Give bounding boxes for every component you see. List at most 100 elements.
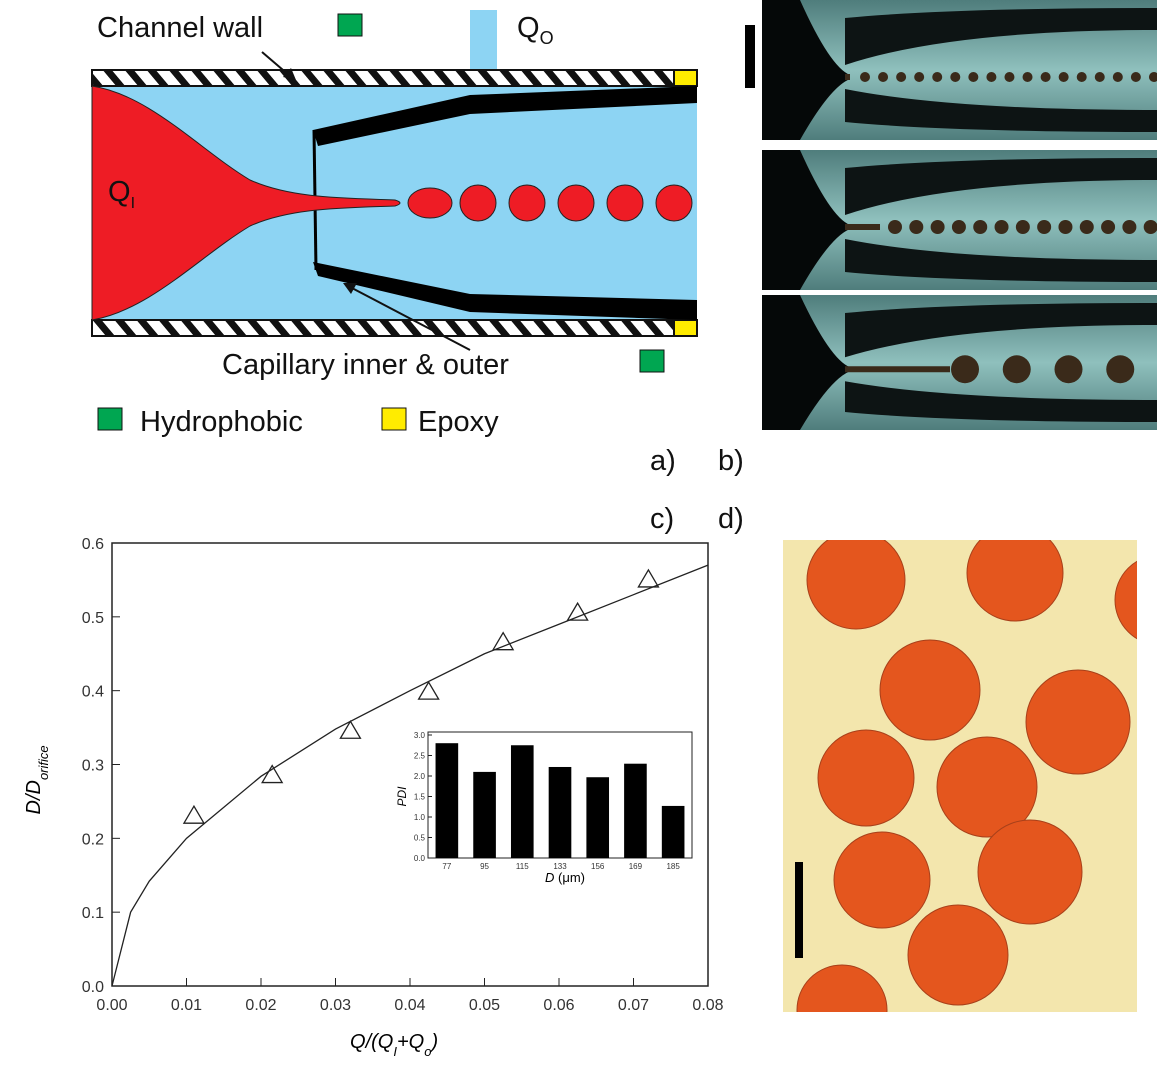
thread xyxy=(845,224,880,230)
epoxy-top xyxy=(674,70,697,86)
droplet xyxy=(880,640,980,740)
thread xyxy=(845,74,850,80)
data-point xyxy=(638,570,658,587)
y-tick-label: 0.5 xyxy=(82,610,104,627)
y-tick-label: 0.6 xyxy=(82,536,104,553)
drop xyxy=(1023,72,1033,82)
y-tick-label: 2.0 xyxy=(414,772,426,781)
drop xyxy=(995,220,1009,234)
y-tick-label: 0.0 xyxy=(82,979,104,996)
drop xyxy=(607,185,643,221)
panel-a: Channel wall QO QI Capillary inner & out… xyxy=(92,10,697,438)
label: Capillary inner & outer xyxy=(222,349,509,381)
label: QO xyxy=(517,12,554,48)
y-tick-label: 0.4 xyxy=(82,684,104,701)
axis-label-part: orifice xyxy=(36,745,51,780)
x-tick-label: 95 xyxy=(480,862,489,871)
drop xyxy=(656,185,692,221)
drop xyxy=(1041,72,1051,82)
panel-label: c) xyxy=(650,503,674,535)
droplet xyxy=(908,905,1008,1005)
thread xyxy=(845,366,950,372)
axis-label-part: +Q xyxy=(397,1031,424,1053)
drop xyxy=(968,72,978,82)
x-tick-label: 0.08 xyxy=(692,997,723,1014)
label: Q xyxy=(517,12,540,44)
drop xyxy=(1122,220,1136,234)
droplet xyxy=(818,730,914,826)
y-tick-label: 3.0 xyxy=(414,731,426,740)
x-tick-label: 0.05 xyxy=(469,997,500,1014)
droplet xyxy=(834,832,930,928)
drop xyxy=(1106,355,1134,383)
x-tick-label: 156 xyxy=(591,862,605,871)
axis-label-part: Q xyxy=(350,1031,366,1053)
bar xyxy=(549,767,572,858)
drop xyxy=(1101,220,1115,234)
x-tick-label: 0.00 xyxy=(96,997,127,1014)
data-point xyxy=(493,633,513,650)
drop xyxy=(973,220,987,234)
x-tick-label: 115 xyxy=(516,862,529,871)
drop xyxy=(951,355,979,383)
bar xyxy=(624,764,647,858)
drop xyxy=(1004,72,1014,82)
axis-label-part: D/D xyxy=(23,780,45,814)
drop xyxy=(888,220,902,234)
x-tick-label: 0.03 xyxy=(320,997,351,1014)
bar xyxy=(473,772,496,858)
scale-bar xyxy=(795,862,803,958)
legend-label: Hydrophobic xyxy=(140,406,303,438)
drop xyxy=(1095,72,1105,82)
swatch xyxy=(338,14,362,36)
drop xyxy=(1058,220,1072,234)
drop xyxy=(1003,355,1031,383)
drop xyxy=(1037,220,1051,234)
y-tick-label: 0.3 xyxy=(82,758,104,775)
wall-bottom xyxy=(92,320,674,336)
drop xyxy=(1113,72,1123,82)
x-tick-label: 0.07 xyxy=(618,997,649,1014)
data-point xyxy=(184,806,204,823)
droplet xyxy=(807,531,905,629)
axis-label-part: ) xyxy=(429,1031,438,1053)
drop xyxy=(1077,72,1087,82)
x-tick-label: 0.04 xyxy=(394,997,425,1014)
drop xyxy=(896,72,906,82)
drop xyxy=(1080,220,1094,234)
axis-label-part: /(Q xyxy=(364,1031,394,1053)
drop xyxy=(931,220,945,234)
drop xyxy=(952,220,966,234)
drop xyxy=(909,220,923,234)
y-tick-label: 1.0 xyxy=(414,813,426,822)
bar xyxy=(586,777,609,858)
drop xyxy=(1131,72,1141,82)
data-point xyxy=(340,721,360,738)
panel-label: d) xyxy=(718,503,744,535)
epoxy-bottom xyxy=(674,320,697,336)
label: O xyxy=(540,28,554,48)
drop xyxy=(1016,220,1030,234)
x-tick-label: 0.01 xyxy=(171,997,202,1014)
label: I xyxy=(131,195,135,212)
panel-b xyxy=(745,0,1157,430)
panel-label: a) xyxy=(650,445,676,477)
y-tick-label: 0.2 xyxy=(82,831,104,848)
drop xyxy=(878,72,888,82)
droplet xyxy=(797,965,887,1055)
axis-label: PDI xyxy=(395,786,409,807)
drop xyxy=(932,72,942,82)
x-tick-label: 77 xyxy=(442,862,451,871)
drop xyxy=(1055,355,1083,383)
drop xyxy=(408,188,452,218)
x-tick-label: 185 xyxy=(666,862,680,871)
figure: Channel wall QO QI Capillary inner & out… xyxy=(0,0,1157,1061)
bar xyxy=(436,743,459,858)
drop xyxy=(1059,72,1069,82)
y-tick-label: 0.1 xyxy=(82,905,104,922)
droplet xyxy=(967,525,1063,621)
label: Q xyxy=(108,176,131,208)
drop xyxy=(509,185,545,221)
drop xyxy=(860,72,870,82)
y-tick-label: 0.5 xyxy=(414,834,426,843)
